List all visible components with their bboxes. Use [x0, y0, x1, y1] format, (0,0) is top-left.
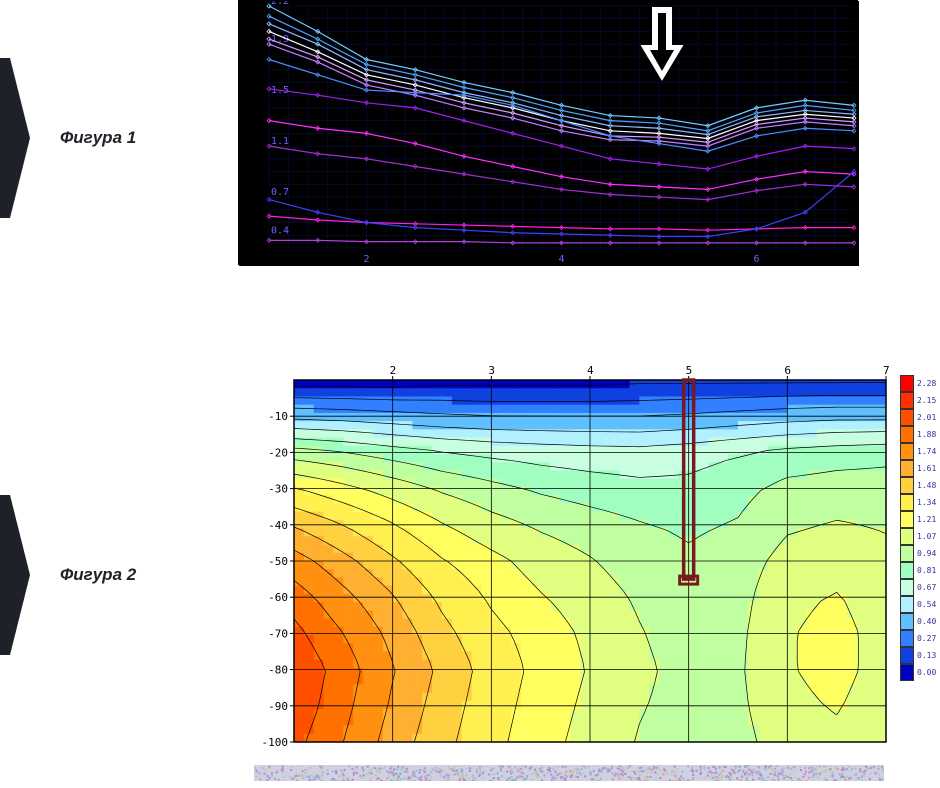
- colorbar-row: 2.01: [900, 409, 936, 426]
- colorbar-row: 0.13: [900, 647, 936, 664]
- line-chart: 0.40.71.11.51.92.2246: [238, 0, 858, 265]
- colorbar-row: 1.61: [900, 460, 936, 477]
- colorbar-row: 1.34: [900, 494, 936, 511]
- noise-strip: [254, 765, 884, 781]
- colorbar-row: 0.27: [900, 630, 936, 647]
- svg-text:-10: -10: [268, 410, 288, 423]
- colorbar-row: 0.40: [900, 613, 936, 630]
- svg-text:2: 2: [390, 364, 397, 377]
- svg-text:-20: -20: [268, 446, 288, 459]
- svg-text:-40: -40: [268, 519, 288, 532]
- colorbar-row: 1.48: [900, 477, 936, 494]
- svg-text:2: 2: [364, 254, 370, 265]
- contour-chart: 2 3 4 5 6 7 -10 -20 -30 -40 -50 -60 -70 -80 -90 -100: [254, 358, 894, 750]
- colorbar-row: 0.54: [900, 596, 936, 613]
- svg-text:-90: -90: [268, 700, 288, 713]
- colorbar-row: 2.28: [900, 375, 936, 392]
- colorbar-row: 1.88: [900, 426, 936, 443]
- colorbar-row: 1.74: [900, 443, 936, 460]
- svg-text:0.7: 0.7: [271, 187, 289, 198]
- pointer-shape: [0, 495, 30, 655]
- colorbar-row: 1.07: [900, 528, 936, 545]
- colorbar: 2.282.152.011.881.741.611.481.341.211.07…: [900, 375, 936, 681]
- colorbar-row: 0.94: [900, 545, 936, 562]
- svg-text:-50: -50: [268, 555, 288, 568]
- svg-text:5: 5: [686, 364, 693, 377]
- colorbar-row: 0.00: [900, 664, 936, 681]
- svg-text:4: 4: [587, 364, 594, 377]
- figure2-label: Фигура 2: [60, 565, 136, 585]
- svg-text:6: 6: [754, 254, 760, 265]
- svg-text:4: 4: [559, 254, 565, 265]
- svg-text:6: 6: [784, 364, 791, 377]
- svg-text:2.2: 2.2: [271, 1, 289, 7]
- colorbar-row: 2.15: [900, 392, 936, 409]
- svg-text:-60: -60: [268, 591, 288, 604]
- svg-text:1.1: 1.1: [271, 136, 289, 147]
- svg-text:0.4: 0.4: [271, 225, 289, 236]
- svg-text:7: 7: [883, 364, 890, 377]
- colorbar-row: 1.21: [900, 511, 936, 528]
- svg-text:-30: -30: [268, 483, 288, 496]
- arrow-down-icon-fill: [640, 5, 684, 81]
- colorbar-row: 0.67: [900, 579, 936, 596]
- svg-text:-80: -80: [268, 664, 288, 677]
- pointer-shape: [0, 58, 30, 218]
- svg-text:3: 3: [488, 364, 495, 377]
- svg-text:-100: -100: [262, 736, 289, 749]
- svg-text:-70: -70: [268, 627, 288, 640]
- figure1-label: Фигура 1: [60, 128, 136, 148]
- colorbar-row: 0.81: [900, 562, 936, 579]
